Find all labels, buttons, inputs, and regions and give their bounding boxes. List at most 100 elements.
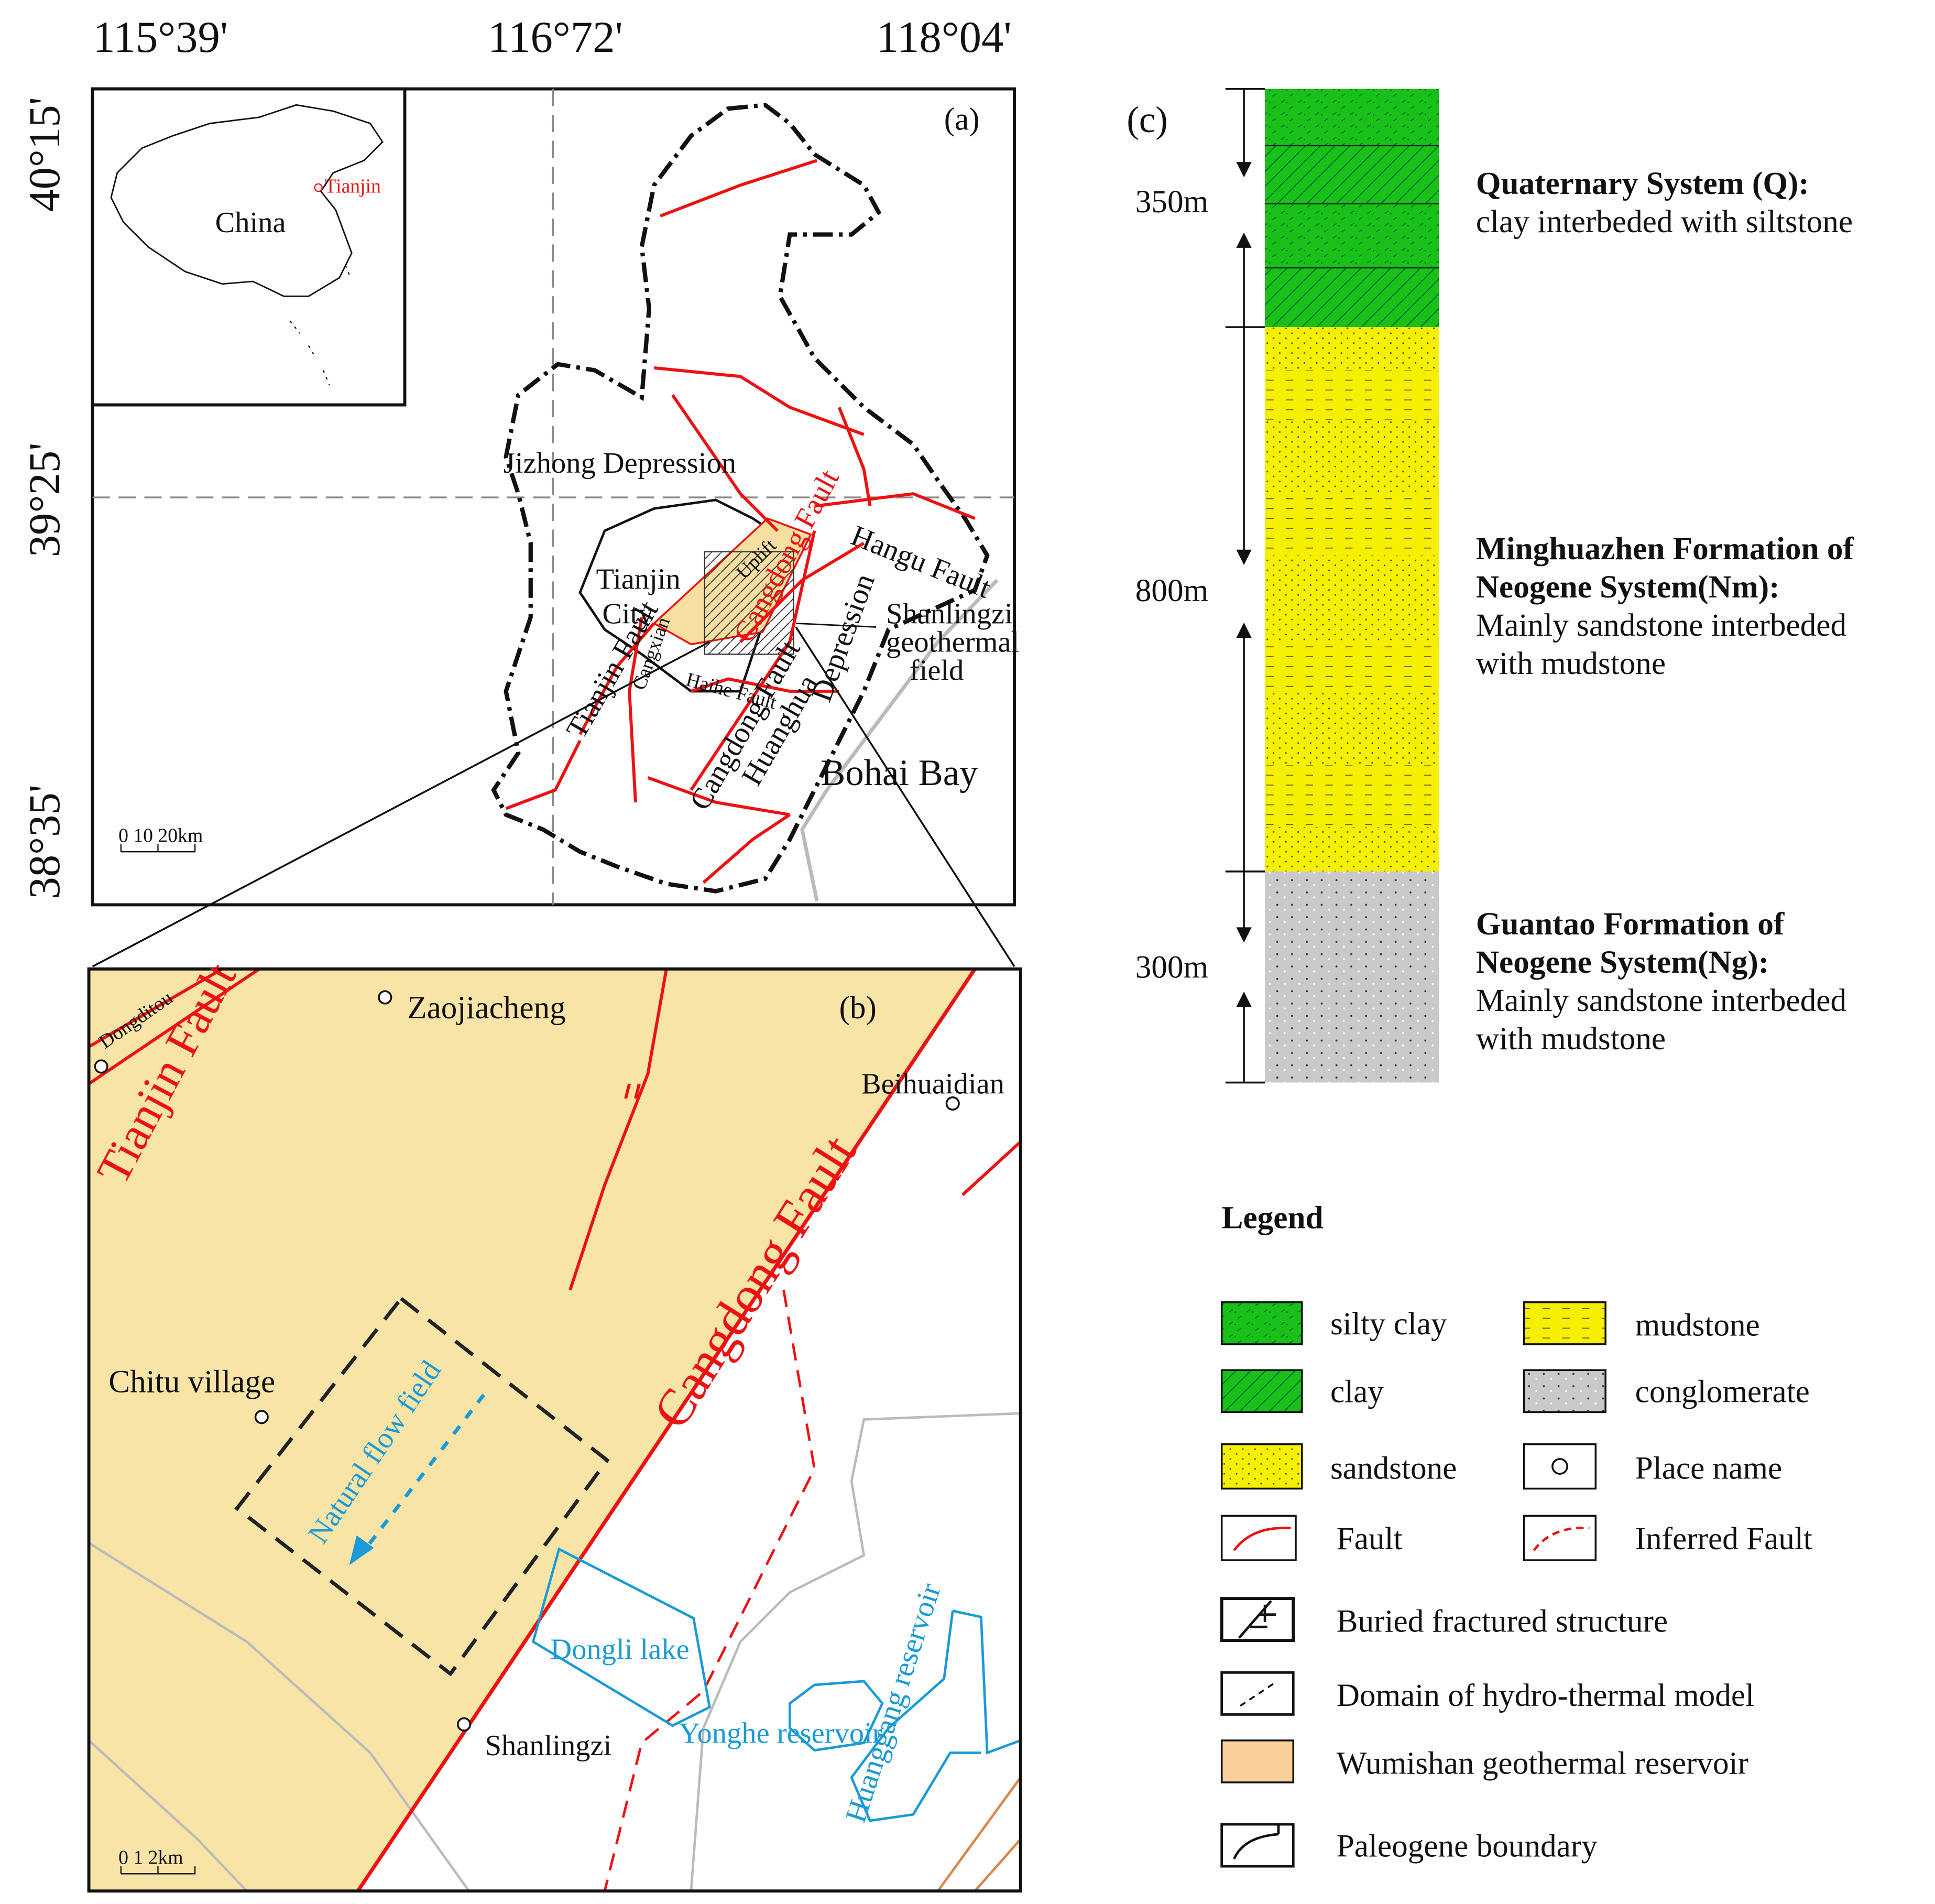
legend: Legend silty clay clay sandstone Fault m… xyxy=(1220,1200,1812,1868)
legend-swatch xyxy=(1220,1301,1303,1345)
formation-description: with mudstone xyxy=(1476,646,1666,681)
longitude: 116°72' xyxy=(488,13,623,62)
legend-swatch xyxy=(1220,1443,1303,1490)
layer xyxy=(1265,145,1439,204)
formation-title: Neogene System(Ng): xyxy=(1476,944,1769,980)
label: geothermal xyxy=(886,626,1019,659)
cangdong-fault xyxy=(356,967,977,1892)
longitude: 115°39' xyxy=(93,13,228,62)
legend-label: silty clay xyxy=(1330,1306,1447,1342)
pointer xyxy=(796,623,877,628)
layer xyxy=(1265,641,1439,691)
formation-description: with mudstone xyxy=(1476,1021,1666,1057)
panel-label: (b) xyxy=(839,990,877,1026)
latitude: 38°35' xyxy=(20,785,69,899)
scale-label: 0 10 20km xyxy=(118,824,203,846)
label: field xyxy=(910,655,964,687)
legend-swatch xyxy=(1220,1369,1303,1413)
china-outline xyxy=(110,104,384,297)
panel-b: (b) Dongditou Zaojiacheng Tianjin Fault … xyxy=(87,954,1022,1893)
scale-bar xyxy=(120,844,196,853)
panel-label: (c) xyxy=(1127,100,1167,140)
formation-description: Mainly sandstone interbeded xyxy=(1476,983,1846,1018)
legend-label: Place name xyxy=(1635,1451,1782,1486)
legend-label: Wumishan geothermal reservoir xyxy=(1337,1745,1748,1781)
legend-symbol xyxy=(1238,1600,1276,1639)
label: Shanlingzi xyxy=(886,597,1013,630)
legend-swatch xyxy=(1220,1597,1295,1642)
latitude: 39°25' xyxy=(20,443,69,558)
formation-description: clay interbeded with siltstone xyxy=(1476,204,1853,240)
legend-swatch xyxy=(1220,1739,1295,1783)
model-domain xyxy=(234,1296,610,1677)
formation-title: Guantao Formation of xyxy=(1476,906,1785,942)
label: City xyxy=(602,597,653,630)
arrowhead xyxy=(349,1535,374,1565)
contour xyxy=(937,1777,1022,1892)
city-marker xyxy=(314,183,323,192)
inset xyxy=(91,87,407,407)
label: Jizhong Depression xyxy=(504,447,736,480)
thickness: 350m xyxy=(1135,184,1208,220)
faults xyxy=(88,967,1022,1291)
legend-label: Fault xyxy=(1337,1521,1403,1557)
scale-bar xyxy=(120,1866,196,1875)
inferred-fault xyxy=(603,1289,816,1891)
layer-lines xyxy=(1265,145,1439,269)
legend-symbol xyxy=(1233,1824,1280,1860)
legend-symbol xyxy=(1233,1527,1291,1551)
faults xyxy=(505,159,976,884)
longitude: 118°04' xyxy=(877,13,1012,62)
scale-label: 0 1 2km xyxy=(118,1846,183,1868)
connector xyxy=(92,641,710,967)
label: Tianjin xyxy=(596,563,681,595)
thickness: 800m xyxy=(1135,573,1208,608)
legend-label: Domain of hydro-thermal model xyxy=(1337,1678,1754,1713)
label: Shanlingzi xyxy=(485,1729,612,1762)
flow-arrow xyxy=(364,1394,486,1550)
tianjin-boundary xyxy=(491,102,990,894)
label: China xyxy=(215,206,286,239)
places xyxy=(94,990,960,1732)
legend-symbol xyxy=(1240,1680,1278,1707)
panel-c: (c) 350m 800m 300m Quaternary System (Q)… xyxy=(1127,88,1854,1084)
latitude: 40°15' xyxy=(20,97,69,212)
label: Tianjin xyxy=(324,175,381,197)
thickness: 300m xyxy=(1135,949,1208,985)
formation-title: Neogene System(Nm): xyxy=(1476,569,1780,605)
formation-title: Quaternary System (Q): xyxy=(1476,166,1809,201)
layer xyxy=(1265,89,1439,146)
layer xyxy=(1265,203,1439,268)
thickness-arrows xyxy=(1225,88,1265,1084)
formation-description: Mainly sandstone interbeded xyxy=(1476,607,1846,643)
legend-swatch xyxy=(1220,1515,1297,1561)
legend-label: clay xyxy=(1330,1374,1384,1410)
legend-swatch xyxy=(1220,1823,1295,1868)
legend-label: sandstone xyxy=(1330,1451,1457,1486)
connector xyxy=(795,626,1015,967)
reservoir xyxy=(89,969,975,1891)
roads xyxy=(88,1412,1021,1892)
layer xyxy=(1265,370,1439,420)
coastline xyxy=(800,579,999,902)
islands xyxy=(289,265,351,386)
panel-a: China Tianjin (a) Jizhong Depression Tia… xyxy=(91,87,1019,967)
formation-title: Minghuazhen Formation of xyxy=(1476,531,1854,567)
legend-swatch xyxy=(1523,1369,1606,1413)
label: Dongli lake xyxy=(550,1633,689,1666)
layer xyxy=(1265,765,1439,828)
legend-swatch xyxy=(1523,1301,1606,1345)
frame xyxy=(87,967,1022,1893)
legend-swatch xyxy=(1523,1515,1597,1561)
label: Beihuaidian xyxy=(861,1068,1004,1101)
layer xyxy=(1265,871,1439,1083)
layer xyxy=(1265,268,1439,328)
legend-label: Buried fractured structure xyxy=(1337,1604,1668,1639)
legend-swatch xyxy=(1220,1671,1295,1716)
layer xyxy=(1265,494,1439,556)
label: Zaojiacheng xyxy=(407,990,566,1026)
legend-title: Legend xyxy=(1222,1200,1324,1235)
legend-label: Inferred Fault xyxy=(1635,1521,1812,1557)
legend-label: conglomerate xyxy=(1635,1374,1810,1410)
